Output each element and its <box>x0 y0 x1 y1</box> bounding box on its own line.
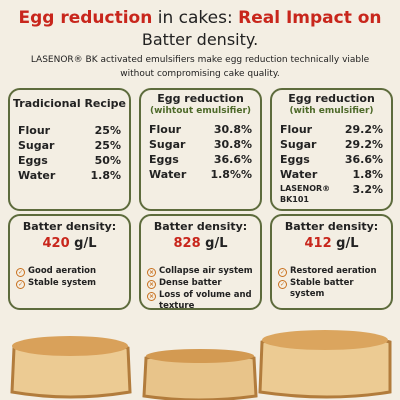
ingredient: Water <box>18 169 56 182</box>
note: Dense batter <box>159 278 222 288</box>
note: Restored aeration <box>290 266 377 276</box>
cake <box>258 330 392 399</box>
density-value: 412 <box>304 236 332 251</box>
density-value: 828 <box>173 236 201 251</box>
percentage: 30.8% <box>213 138 252 151</box>
density-unit: g/L <box>205 236 228 251</box>
percentage: 36.6% <box>344 153 383 166</box>
ingredient: Flour <box>280 123 313 136</box>
percentage: 29.2% <box>344 138 383 151</box>
ingredient: LASENOR® BK101 <box>280 184 331 204</box>
title-line2: Batter density. <box>141 30 259 49</box>
note: Loss of volume and texture <box>159 290 252 311</box>
percentage: 25% <box>94 124 121 137</box>
note-icon: × <box>147 268 156 277</box>
note: Stable batter system <box>290 278 354 299</box>
title-part: in cakes: <box>152 8 239 28</box>
note-icon: ✓ <box>16 280 25 289</box>
ingredient: Eggs <box>280 153 310 166</box>
title-part: Egg reduction <box>18 8 153 28</box>
note: Stable system <box>28 278 96 288</box>
density-label: Batter density: <box>284 220 379 233</box>
ingredient: Eggs <box>149 153 179 166</box>
cake <box>142 349 258 400</box>
percentage: 50% <box>94 154 121 167</box>
percentage: 29.2% <box>344 123 383 136</box>
density-label: Batter density: <box>153 220 248 233</box>
percentage: 1.8% <box>90 169 121 182</box>
note-icon: ✓ <box>278 280 287 289</box>
density-value: 420 <box>42 236 70 251</box>
note-icon: × <box>147 280 156 289</box>
ingredient: Flour <box>18 124 51 137</box>
cake <box>10 336 132 399</box>
density-label: Batter density: <box>22 220 117 233</box>
percentage: 1.8% <box>352 168 383 181</box>
card-top <box>139 88 262 211</box>
card-subtitle: (wihtout emulsifier) <box>150 106 251 116</box>
ingredient: Water <box>149 168 187 181</box>
density-unit: g/L <box>336 236 359 251</box>
ingredient: Eggs <box>18 154 48 167</box>
percentage: 30.8% <box>213 123 252 136</box>
note-icon: × <box>147 292 156 301</box>
density-unit: g/L <box>74 236 97 251</box>
density: 420 g/L <box>8 236 131 251</box>
title: Egg reduction in cakes: Real Impact on <box>0 8 400 28</box>
percentage: 36.6% <box>213 153 252 166</box>
percentage: 3.2% <box>352 183 383 196</box>
card-bottom <box>270 214 393 310</box>
card-bottom <box>139 214 262 310</box>
ingredient: Water <box>280 168 318 181</box>
card-title: Egg reduction <box>288 92 375 105</box>
ingredient: Sugar <box>18 139 55 152</box>
note: Collapse air system <box>159 266 253 276</box>
percentage: 25% <box>94 139 121 152</box>
card-bottom <box>8 214 131 310</box>
density: 412 g/L <box>270 236 393 251</box>
card-subtitle: (with emulsifier) <box>289 106 374 116</box>
note-icon: ✓ <box>16 268 25 277</box>
ingredient: Flour <box>149 123 182 136</box>
card-title: Egg reduction <box>157 92 244 105</box>
card-title: Tradicional Recipe <box>12 97 127 110</box>
ingredient: Sugar <box>149 138 186 151</box>
card-top <box>8 88 131 211</box>
title-part: Real Impact on <box>238 8 382 28</box>
percentage: 1.8%% <box>210 168 252 181</box>
card-top <box>270 88 393 211</box>
subtitle: LASENOR® BK activated emulsifiers make e… <box>30 55 370 79</box>
note: Good aeration <box>28 266 96 276</box>
note-icon: ✓ <box>278 268 287 277</box>
density: 828 g/L <box>139 236 262 251</box>
cakes <box>10 330 392 400</box>
ingredient: Sugar <box>280 138 317 151</box>
